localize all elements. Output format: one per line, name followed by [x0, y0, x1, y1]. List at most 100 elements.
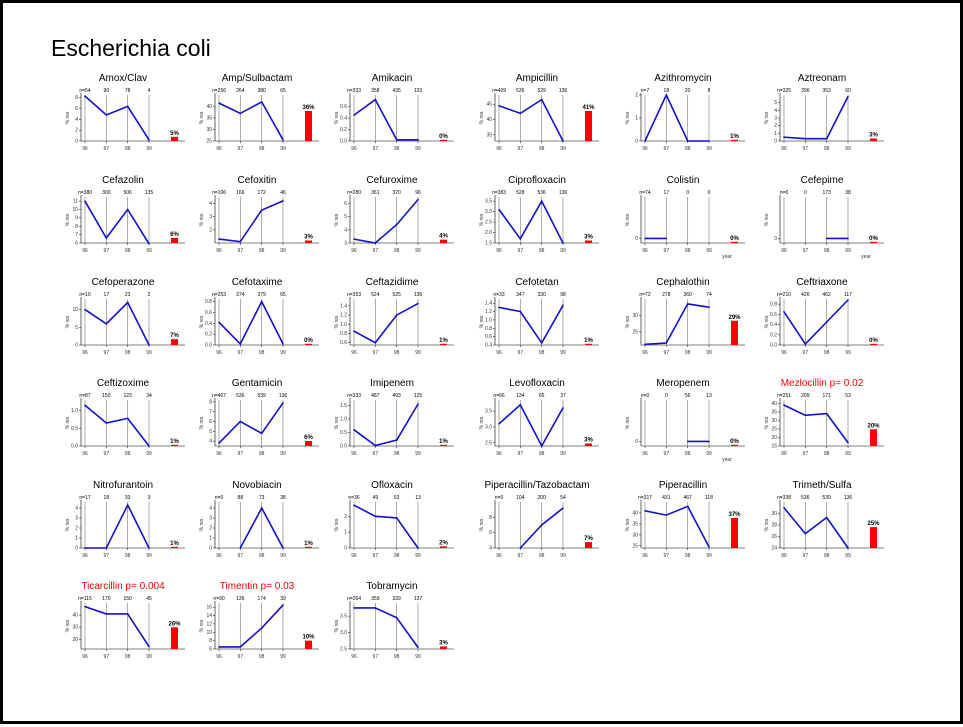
y-tick-label: 0.2	[205, 332, 212, 338]
series-line	[783, 404, 849, 444]
data-point	[825, 237, 828, 240]
y-tick-label: 0.4	[485, 343, 492, 349]
n-label: 38	[280, 495, 286, 501]
bar-label: 0%	[304, 338, 313, 344]
n-label: 506	[123, 190, 132, 196]
data-point	[825, 137, 828, 140]
x-tick-label: 97	[803, 248, 809, 254]
data-point	[498, 422, 500, 425]
bar-label: 0%	[439, 134, 448, 140]
x-tick-label: 99	[706, 451, 712, 457]
y-tick-label: 1.4	[340, 303, 347, 309]
data-point	[218, 646, 220, 648]
x-tick-label: 96	[82, 654, 88, 660]
x-tick-label: 96	[781, 553, 787, 559]
y-tick-label: 14	[206, 613, 212, 619]
n-label: 125	[414, 393, 423, 399]
data-point	[148, 445, 150, 447]
n-label: 370	[392, 190, 401, 196]
y-tick-label: 0.0	[205, 343, 212, 349]
x-tick-label: 96	[216, 553, 222, 559]
n-label: n=0	[215, 495, 224, 501]
y-axis-label: % res	[625, 416, 631, 429]
mini-chart: Cefotaxime 0.0 0.2 0.4 0.6 0.8 % res 96 n=253 97 3…	[199, 277, 319, 356]
mini-chart: Azithromycin 0 1 2 % res 96 n=7 97 18 98 20 99 8 1%	[625, 73, 745, 152]
n-label: 13	[706, 393, 712, 399]
n-label: 136	[414, 292, 423, 298]
n-label: 493	[392, 393, 401, 399]
y-tick-label: 40	[771, 401, 777, 407]
data-point	[783, 310, 785, 313]
y-tick-label: 0	[75, 546, 78, 552]
y-tick-label: 2	[344, 514, 347, 520]
x-tick-label: 97	[373, 654, 379, 660]
x-tick-label: 96	[642, 350, 648, 356]
bar-label: 25%	[867, 521, 880, 527]
data-point	[218, 321, 220, 324]
data-point	[239, 420, 242, 423]
data-point	[282, 139, 284, 141]
data-point	[708, 546, 710, 548]
n-label: 278	[662, 292, 671, 298]
y-axis-label: % res	[334, 213, 340, 226]
mini-chart: Piperacillin 25 30 35 40% res 96 n=317 97 431 98 4…	[625, 480, 745, 559]
y-tick-label: 1	[774, 131, 777, 137]
y-tick-label: 3.0	[485, 424, 492, 430]
bar-label: 3%	[869, 132, 878, 138]
bar-label: 26%	[168, 621, 181, 627]
resistance-bar	[171, 136, 178, 141]
n-label: 34	[146, 393, 152, 399]
y-tick-label: 8	[209, 638, 212, 644]
y-axis-label: % res	[65, 213, 71, 226]
n-label: 380	[257, 88, 266, 94]
x-tick-label: 98	[824, 451, 830, 457]
series-line	[353, 403, 419, 447]
mini-chart: Ceftriaxone 0.0 0.2 0.4 0.6 0.8 % res 96 n=210 97…	[764, 277, 884, 356]
x-tick-label: 96	[781, 146, 787, 152]
resistance-bar	[585, 443, 592, 446]
bar-label: 41%	[582, 105, 595, 111]
data-point	[644, 343, 646, 346]
y-tick-label: 2	[209, 227, 212, 233]
n-label: n=87	[79, 393, 90, 399]
n-label: 361	[371, 190, 380, 196]
y-tick-label: 2	[75, 526, 78, 532]
y-axis-label: % res	[65, 111, 71, 124]
bar-label: 2%	[439, 540, 448, 546]
n-label: n=333	[347, 393, 361, 399]
n-label: n=0	[495, 495, 504, 501]
y-tick-label: 28	[771, 523, 777, 529]
data-point	[417, 139, 419, 141]
y-axis-label: % res	[479, 416, 485, 429]
series-line	[783, 96, 849, 140]
resistance-bar	[171, 339, 178, 345]
y-tick-label: 35	[486, 132, 492, 138]
data-point	[239, 547, 242, 549]
y-tick-label: 30	[771, 418, 777, 424]
chart-title: Aztreonam	[798, 73, 846, 84]
chart-title: Cefotaxime	[232, 277, 283, 288]
series-line	[498, 304, 564, 345]
y-tick-label: 0.6	[340, 340, 347, 346]
bar-label: 7%	[584, 536, 593, 542]
bar-label: 1%	[170, 541, 179, 547]
y-tick-label: 1.2	[340, 313, 347, 319]
series-line	[218, 299, 284, 346]
resistance-bar	[731, 320, 738, 345]
y-tick-label: 0	[209, 546, 212, 552]
bar-label: 36%	[302, 105, 315, 111]
mini-chart: Gentamicin 4 5 6 7 8 % res 96 n=407 97 536 98 539 99 1…	[199, 378, 319, 457]
x-tick-label: 97	[803, 350, 809, 356]
x-tick-label: 96	[781, 350, 787, 356]
n-label: n=251	[777, 393, 791, 399]
bar-label: 1%	[170, 439, 179, 445]
x-tick-label: 99	[146, 654, 152, 660]
resistance-bar	[440, 444, 447, 446]
y-axis-label: % res	[334, 416, 340, 429]
n-label: 2	[148, 292, 151, 298]
x-tick-label: 96	[496, 553, 502, 559]
resistance-bar	[171, 546, 178, 548]
n-label: 539	[257, 393, 266, 399]
